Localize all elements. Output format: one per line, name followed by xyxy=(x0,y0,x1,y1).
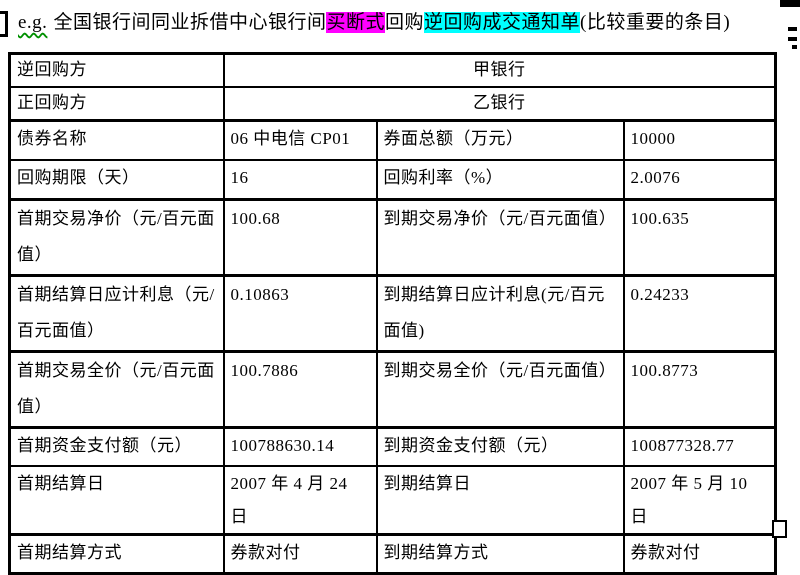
cell-label: 券面总额（万元） xyxy=(375,119,625,161)
title-highlight-magenta: 买断式 xyxy=(326,12,385,33)
cell-value: 10000 xyxy=(622,119,777,161)
cell-value: 2.0076 xyxy=(622,159,777,201)
cell-label: 回购期限（天） xyxy=(8,159,225,201)
document-title: e.g. 全国银行间同业拆借中心银行间买断式回购逆回购成交通知单(比较重要的条目) xyxy=(18,6,730,40)
table-row-settlement-method: 首期结算方式 券款对付 到期结算方式 券款对付 xyxy=(8,533,777,575)
cell-label: 到期交易净价（元/百元面值） xyxy=(375,198,625,277)
cell-value: 100877328.77 xyxy=(622,426,777,467)
cell-label: 首期结算日 xyxy=(8,465,225,536)
cell-value: 甲银行 xyxy=(222,52,777,88)
cell-label: 到期交易全价（元/百元面值） xyxy=(375,350,625,429)
title-text-3: (比较重要的条目) xyxy=(580,12,731,33)
cell-label: 到期结算日应计利息(元/百元面值) xyxy=(375,274,625,353)
cell-value: 100788630.14 xyxy=(222,426,378,467)
cell-label: 首期交易净价（元/百元面值） xyxy=(8,198,225,277)
table-row-reverse-repo-party: 逆回购方 甲银行 xyxy=(8,52,777,88)
cropped-edge-mark-top-right xyxy=(780,0,800,7)
table-row-accrued-interest: 首期结算日应计利息（元/百元面值） 0.10863 到期结算日应计利息(元/百元… xyxy=(8,274,777,353)
cell-value: 0.10863 xyxy=(222,274,378,353)
cell-label: 首期结算日应计利息（元/百元面值） xyxy=(8,274,225,353)
cell-value: 16 xyxy=(222,159,378,201)
title-text-2: 回购 xyxy=(384,12,424,33)
cropped-edge-mark-right-3 xyxy=(792,45,797,49)
cell-value: 2007 年 5 月 10 日 xyxy=(622,465,777,536)
resize-handle[interactable] xyxy=(772,520,787,538)
cell-label: 首期资金支付额（元） xyxy=(8,426,225,467)
table-row-settlement-date: 首期结算日 2007 年 4 月 24 日 到期结算日 2007 年 5 月 1… xyxy=(8,465,777,536)
cell-label: 首期结算方式 xyxy=(8,533,225,575)
cell-value: 2007 年 4 月 24 日 xyxy=(222,465,378,536)
cell-label: 逆回购方 xyxy=(8,52,225,88)
cropped-edge-mark-right-1 xyxy=(788,27,797,31)
trade-notice-table: 逆回购方 甲银行 正回购方 乙银行 债券名称 06 中电信 CP01 券面总额（… xyxy=(8,52,778,575)
cell-label: 到期资金支付额（元） xyxy=(375,426,625,467)
table-row-repo-term: 回购期限（天） 16 回购利率（%） 2.0076 xyxy=(8,159,777,201)
table-row-bond-name: 债券名称 06 中电信 CP01 券面总额（万元） 10000 xyxy=(8,119,777,161)
table-row-full-price: 首期交易全价（元/百元面值） 100.7886 到期交易全价（元/百元面值） 1… xyxy=(8,350,777,429)
cell-value: 100.68 xyxy=(222,198,378,277)
cropped-edge-mark-right-2 xyxy=(788,37,797,41)
table-row-payment-amount: 首期资金支付额（元） 100788630.14 到期资金支付额（元） 10087… xyxy=(8,426,777,467)
cell-label: 债券名称 xyxy=(8,119,225,161)
cell-value: 100.7886 xyxy=(222,350,378,429)
cell-label: 到期结算日 xyxy=(375,465,625,536)
cell-label: 正回购方 xyxy=(8,86,225,122)
title-highlight-cyan: 逆回购成交通知单 xyxy=(423,12,580,33)
cell-value: 0.24233 xyxy=(622,274,777,353)
cell-value: 100.8773 xyxy=(622,350,777,429)
cropped-edge-mark-left xyxy=(0,11,8,37)
cell-value: 100.635 xyxy=(622,198,777,277)
cell-label: 首期交易全价（元/百元面值） xyxy=(8,350,225,429)
cell-value: 乙银行 xyxy=(222,86,777,122)
cell-label: 回购利率（%） xyxy=(375,159,625,201)
title-eg-abbrev: e.g. xyxy=(18,12,48,33)
table-row-net-price: 首期交易净价（元/百元面值） 100.68 到期交易净价（元/百元面值） 100… xyxy=(8,198,777,277)
title-text-1: 全国银行间同业拆借中心银行间 xyxy=(53,12,327,33)
cell-label: 到期结算方式 xyxy=(375,533,625,575)
cell-value: 券款对付 xyxy=(222,533,378,575)
cell-value: 06 中电信 CP01 xyxy=(222,119,378,161)
table-row-repo-party: 正回购方 乙银行 xyxy=(8,86,777,122)
cell-value: 券款对付 xyxy=(622,533,777,575)
